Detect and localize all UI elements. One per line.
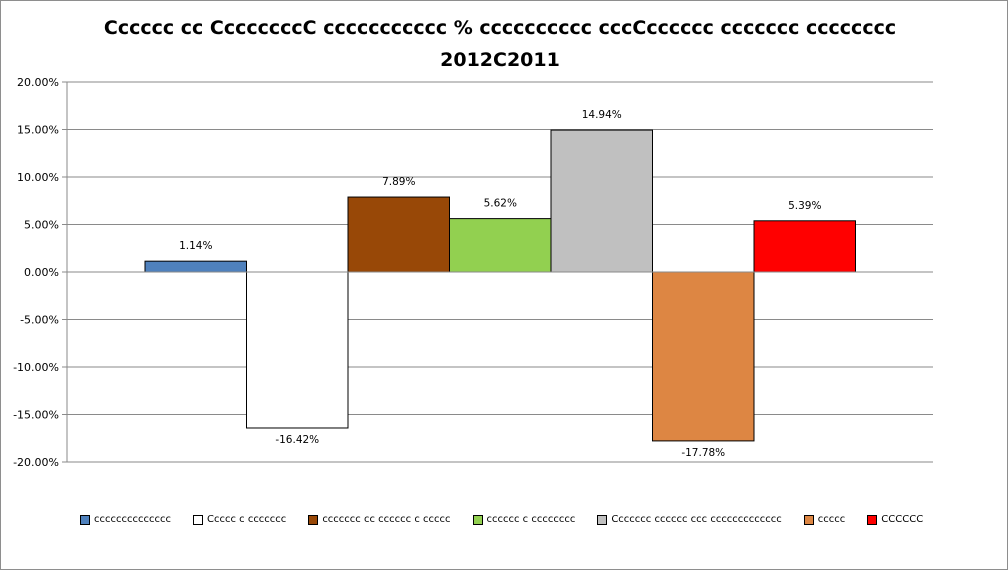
data-label: 14.94% <box>582 109 622 121</box>
legend-item: ccccc <box>803 514 846 525</box>
y-tick-label: -10.00% <box>13 361 59 374</box>
legend-label: ccccc <box>817 514 846 525</box>
y-tick-label: 5.00% <box>24 219 59 232</box>
legend-swatch <box>308 514 319 525</box>
y-tick-label: 0.00% <box>24 266 59 279</box>
bar <box>753 220 856 273</box>
legend-swatch <box>597 514 608 525</box>
legend-swatch <box>803 514 814 525</box>
data-label: -16.42% <box>275 434 319 446</box>
bar <box>652 271 755 442</box>
y-tick-label: -20.00% <box>13 456 59 469</box>
legend-item: ccccccc cc cccccc c ccccc <box>308 514 451 525</box>
bar <box>246 271 349 429</box>
legend-swatch <box>867 514 878 525</box>
legend-label: Ccccccc cccccc ccc ccccccccccccc <box>611 514 782 525</box>
chart-title-line-2: 2012C2011 <box>440 49 560 71</box>
y-tick-label: 20.00% <box>17 76 59 89</box>
legend-item: Ccccc c ccccccc <box>192 514 287 525</box>
data-label: 1.14% <box>179 240 212 252</box>
legend-label: cccccccccccccc <box>94 514 171 525</box>
legend-item: cccccccccccccc <box>80 514 171 525</box>
chart-title-line-1: Cccccc cc CccccccсC ccccccccccc % cccccc… <box>103 17 897 39</box>
legend-item: CCCCCC <box>867 514 923 525</box>
y-tick-label: 15.00% <box>17 124 59 137</box>
legend-swatch <box>472 514 483 525</box>
data-label: -17.78% <box>681 447 725 459</box>
y-tick-label: 10.00% <box>17 171 59 184</box>
legend-label: CCCCCC <box>881 514 924 525</box>
legend-item: cccccc c cccccccc <box>472 514 576 525</box>
legend-label: cccccc c cccccccc <box>486 514 576 525</box>
legend-label: ccccccc cc cccccc c ccccc <box>322 514 451 525</box>
data-label: 7.89% <box>382 176 415 188</box>
legend: cccccccccccccc Ccccc c ccccccc ccccccc cc … <box>80 514 960 525</box>
data-label: 5.39% <box>788 200 821 212</box>
legend-label: Ccccc c ccccccc <box>206 514 287 525</box>
legend-swatch <box>80 514 90 525</box>
bar <box>144 260 247 273</box>
legend-item: Ccccccc cccccc ccc ccccccccccccc <box>597 514 782 525</box>
bar <box>347 196 450 273</box>
chart-title: Cccccc cc CccccccсC ccccccccccc % cccccc… <box>60 12 940 76</box>
legend-swatch <box>192 514 203 525</box>
y-tick-label: -15.00% <box>13 409 59 422</box>
y-tick-label: -5.00% <box>20 314 59 327</box>
bar <box>449 218 552 273</box>
bar <box>550 129 653 273</box>
data-label: 5.62% <box>484 198 517 210</box>
